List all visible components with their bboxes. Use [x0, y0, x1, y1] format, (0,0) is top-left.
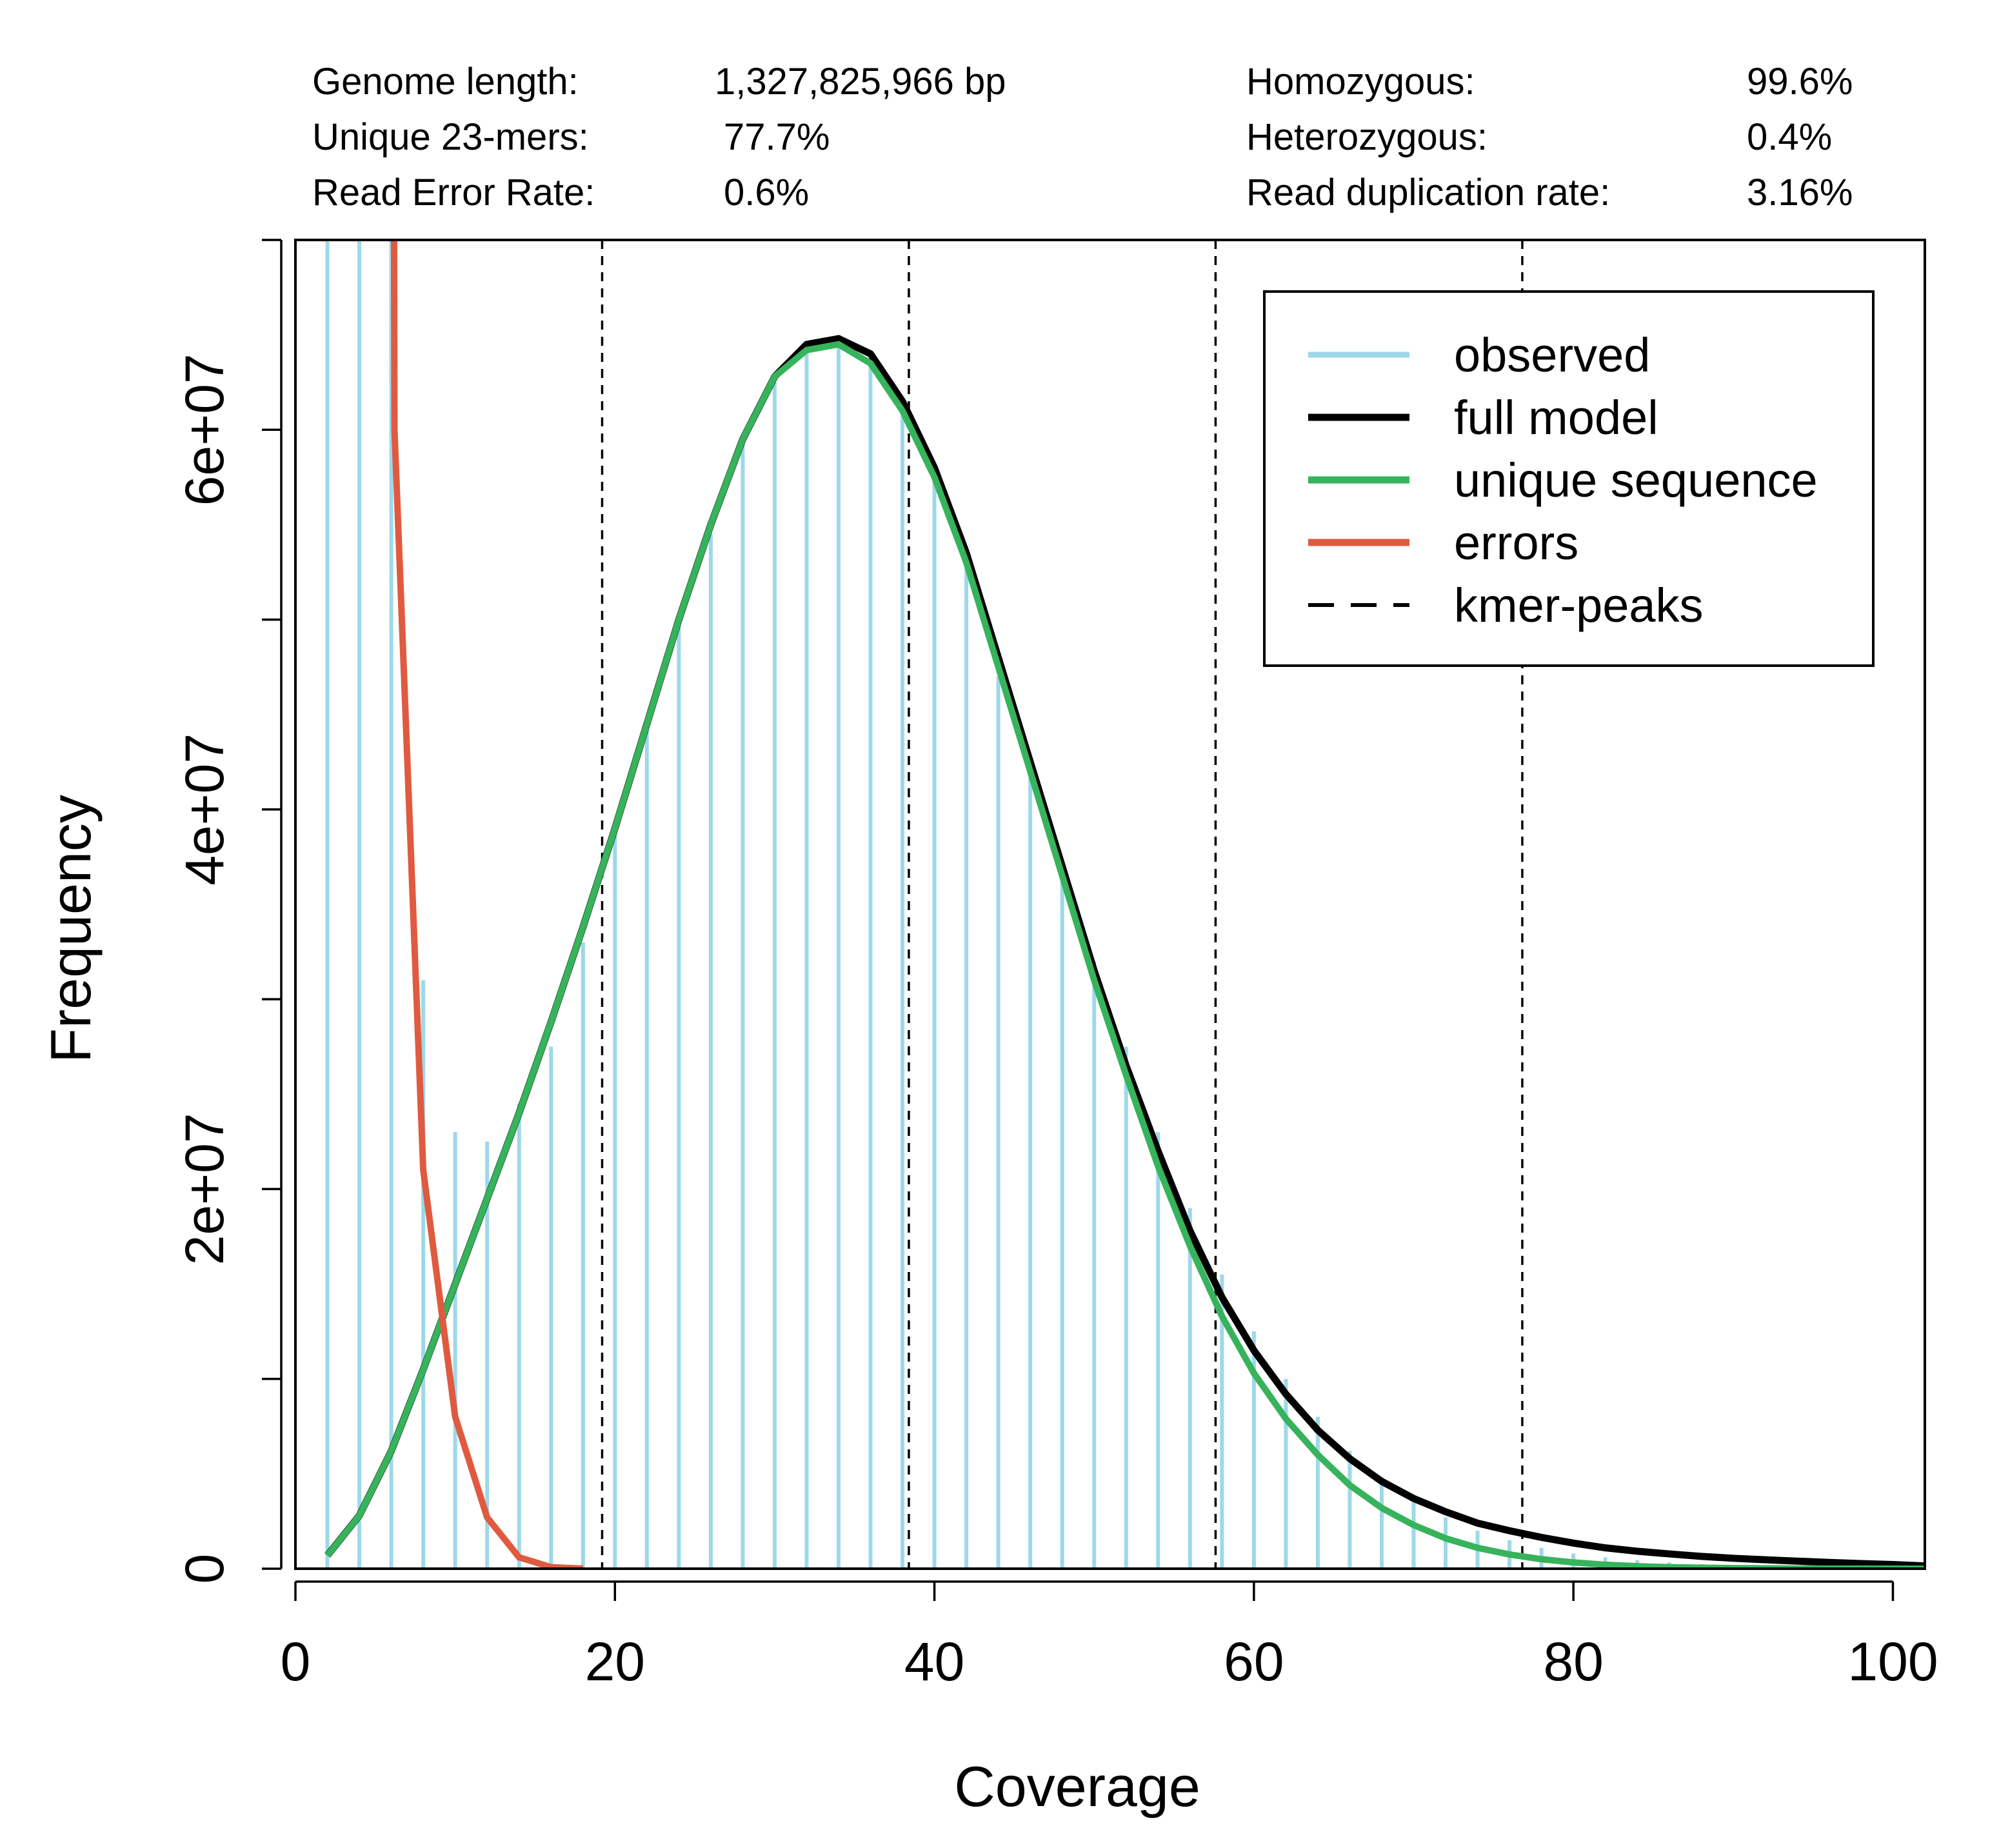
stat-label-read-error-rate: Read Error Rate: — [312, 172, 595, 214]
legend-label-full-model: full model — [1454, 391, 1658, 444]
stats-header: Genome length: 1,327,825,966 bp Unique 2… — [312, 61, 1853, 214]
y-axis-title: Frequency — [39, 795, 103, 1063]
x-tick-label: 0 — [281, 1631, 311, 1692]
y-tick-label: 2e+07 — [174, 1113, 235, 1265]
stat-value-heterozygous: 0.4% — [1747, 116, 1832, 158]
stat-label-read-duplication-rate: Read duplication rate: — [1246, 172, 1610, 214]
stat-value-unique-kmers: 77.7% — [724, 116, 830, 158]
stat-value-homozygous: 99.6% — [1747, 61, 1853, 103]
y-tick-label: 0 — [174, 1554, 235, 1584]
x-tick-label: 20 — [585, 1631, 645, 1692]
legend-label-observed: observed — [1454, 328, 1650, 382]
errors-line — [390, 240, 583, 1569]
unique-sequence-line — [324, 341, 1925, 1569]
plot-area — [324, 240, 1925, 1569]
legend: observed full model unique sequence errors k… — [1263, 290, 1875, 667]
x-tick-label: 40 — [904, 1631, 964, 1692]
stat-value-read-error-rate: 0.6% — [724, 172, 809, 214]
x-tick-label: 60 — [1224, 1631, 1284, 1692]
plot-frame — [294, 239, 1926, 1570]
stat-value-genome-length: 1,327,825,966 bp — [715, 61, 1006, 103]
legend-label-kmer-peaks: kmer-peaks — [1454, 579, 1704, 632]
x-tick-label: 80 — [1543, 1631, 1603, 1692]
stat-label-genome-length: Genome length: — [312, 61, 579, 103]
legend-label-unique-sequence: unique sequence — [1454, 453, 1818, 507]
legend-label-errors: errors — [1454, 516, 1578, 570]
x-tick-label: 100 — [1847, 1631, 1938, 1692]
y-tick-label: 6e+07 — [174, 353, 235, 506]
stat-label-heterozygous: Heterozygous: — [1246, 116, 1488, 158]
stat-label-homozygous: Homozygous: — [1246, 61, 1475, 103]
stat-label-unique-kmers: Unique 23-mers: — [312, 116, 589, 158]
stat-value-read-duplication-rate: 3.16% — [1747, 172, 1853, 214]
axes: 0 20 40 60 80 100 0 2e+07 4e+07 6e+07 — [174, 239, 1938, 1692]
x-axis-title: Coverage — [954, 1754, 1200, 1818]
y-tick-label: 4e+07 — [174, 733, 235, 886]
